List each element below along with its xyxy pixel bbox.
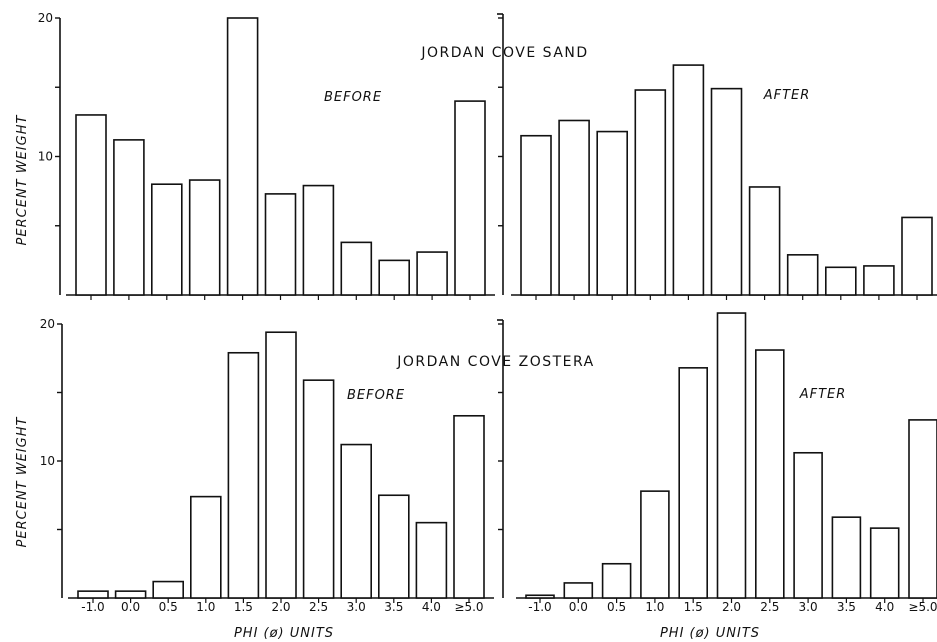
- x-tick-label: 3.0: [799, 600, 818, 614]
- bar-1.5: [227, 351, 260, 599]
- bar--1.0: [520, 134, 552, 296]
- x-tick-label: -1.0: [528, 600, 551, 614]
- x-tick-label: 0.0: [121, 600, 140, 614]
- x-tick-label: 2.0: [722, 600, 741, 614]
- x-tick-label: 0.0: [569, 600, 588, 614]
- y-tick-label: 20: [40, 317, 55, 331]
- bottom-left-x-axis-label: PHI (ø) UNITS: [234, 626, 334, 641]
- y-tick-label: 10: [38, 150, 53, 164]
- x-tick-label: 3.5: [837, 600, 856, 614]
- x-tick-label: 3.0: [347, 600, 366, 614]
- bar-1.5: [226, 17, 259, 296]
- bar-2.5: [754, 349, 785, 599]
- bar-1.5: [678, 367, 709, 599]
- bar-0.0: [113, 139, 145, 296]
- bar-3.0: [786, 254, 819, 296]
- x-tick-label: ≥5.0: [454, 600, 483, 614]
- x-tick-label: 2.0: [271, 600, 290, 614]
- bar-4.0: [869, 527, 900, 599]
- bar-0.5: [152, 580, 184, 599]
- bar-0.0: [563, 582, 594, 599]
- bar-2.5: [302, 184, 335, 296]
- bar-0.0: [558, 119, 590, 296]
- bar-≥5.0: [901, 216, 933, 296]
- bar-≥5.0: [453, 414, 485, 599]
- bar-4.0: [863, 265, 895, 296]
- x-tick-label: 1.0: [645, 600, 664, 614]
- bar-3.5: [824, 266, 857, 296]
- bar-3.5: [378, 259, 411, 296]
- bar-3.0: [340, 241, 373, 296]
- bar-3.0: [793, 451, 823, 599]
- bar-1.0: [640, 490, 670, 599]
- x-tick-label: 3.5: [384, 600, 403, 614]
- x-tick-label: 4.0: [422, 600, 441, 614]
- bar--1.0: [77, 590, 109, 599]
- bar-4.0: [416, 251, 448, 296]
- x-tick-label: 2.5: [309, 600, 328, 614]
- bar-3.0: [340, 443, 373, 599]
- y-tick-label: 20: [38, 11, 53, 25]
- bar--1.0: [525, 594, 555, 599]
- bar-1.0: [188, 179, 221, 296]
- y-tick-label: 10: [40, 454, 55, 468]
- bar-2.5: [302, 379, 335, 599]
- x-tick-label: -1.0: [81, 600, 104, 614]
- bar-2.0: [716, 312, 747, 599]
- bar--1.0: [75, 114, 107, 296]
- bar-4.0: [415, 521, 448, 599]
- bar-0.0: [114, 590, 147, 599]
- bar-1.0: [634, 89, 667, 296]
- x-tick-label: 2.5: [760, 600, 779, 614]
- top-left-panel-label: BEFORE: [324, 90, 382, 105]
- ticks-layer: 10 20 10 20 -1.0 0.0 0.5 1.0 1.5 2.0 2.5 3.0 3.5 4.0 ≥…: [38, 11, 937, 614]
- bar-2.5: [748, 186, 781, 296]
- bottom-right-panel-label: AFTER: [799, 387, 847, 402]
- bar-3.5: [377, 494, 410, 599]
- bar-2.0: [710, 87, 743, 296]
- x-tick-label: 4.0: [875, 600, 894, 614]
- bars-layer: [75, 17, 937, 599]
- bar-2.0: [265, 331, 297, 599]
- x-tick-label: 1.0: [196, 600, 215, 614]
- bar-≥5.0: [454, 100, 486, 296]
- bar-1.5: [672, 64, 705, 296]
- bottom-chart-title: JORDAN COVE ZOSTERA: [396, 354, 594, 370]
- x-tick-label: ≥5.0: [908, 600, 937, 614]
- bar-2.0: [264, 193, 297, 296]
- bar-≥5.0: [908, 419, 937, 599]
- bottom-right-x-axis-label: PHI (ø) UNITS: [660, 626, 760, 641]
- top-right-panel-label: AFTER: [763, 88, 811, 103]
- bar-1.0: [190, 495, 222, 599]
- bar-0.5: [601, 562, 632, 599]
- bar-3.5: [831, 516, 862, 599]
- top-chart-title: JORDAN COVE SAND: [420, 45, 588, 61]
- x-tick-label: 0.5: [607, 600, 626, 614]
- bottom-y-axis-label: PERCENT WEIGHT: [15, 417, 30, 548]
- x-tick-label: 1.5: [684, 600, 703, 614]
- bottom-left-panel-label: BEFORE: [347, 388, 405, 403]
- x-tick-label: 1.5: [234, 600, 253, 614]
- top-y-axis-label: PERCENT WEIGHT: [15, 115, 30, 246]
- x-tick-label: 0.5: [159, 600, 178, 614]
- bar-0.5: [151, 183, 183, 296]
- bar-0.5: [596, 130, 629, 296]
